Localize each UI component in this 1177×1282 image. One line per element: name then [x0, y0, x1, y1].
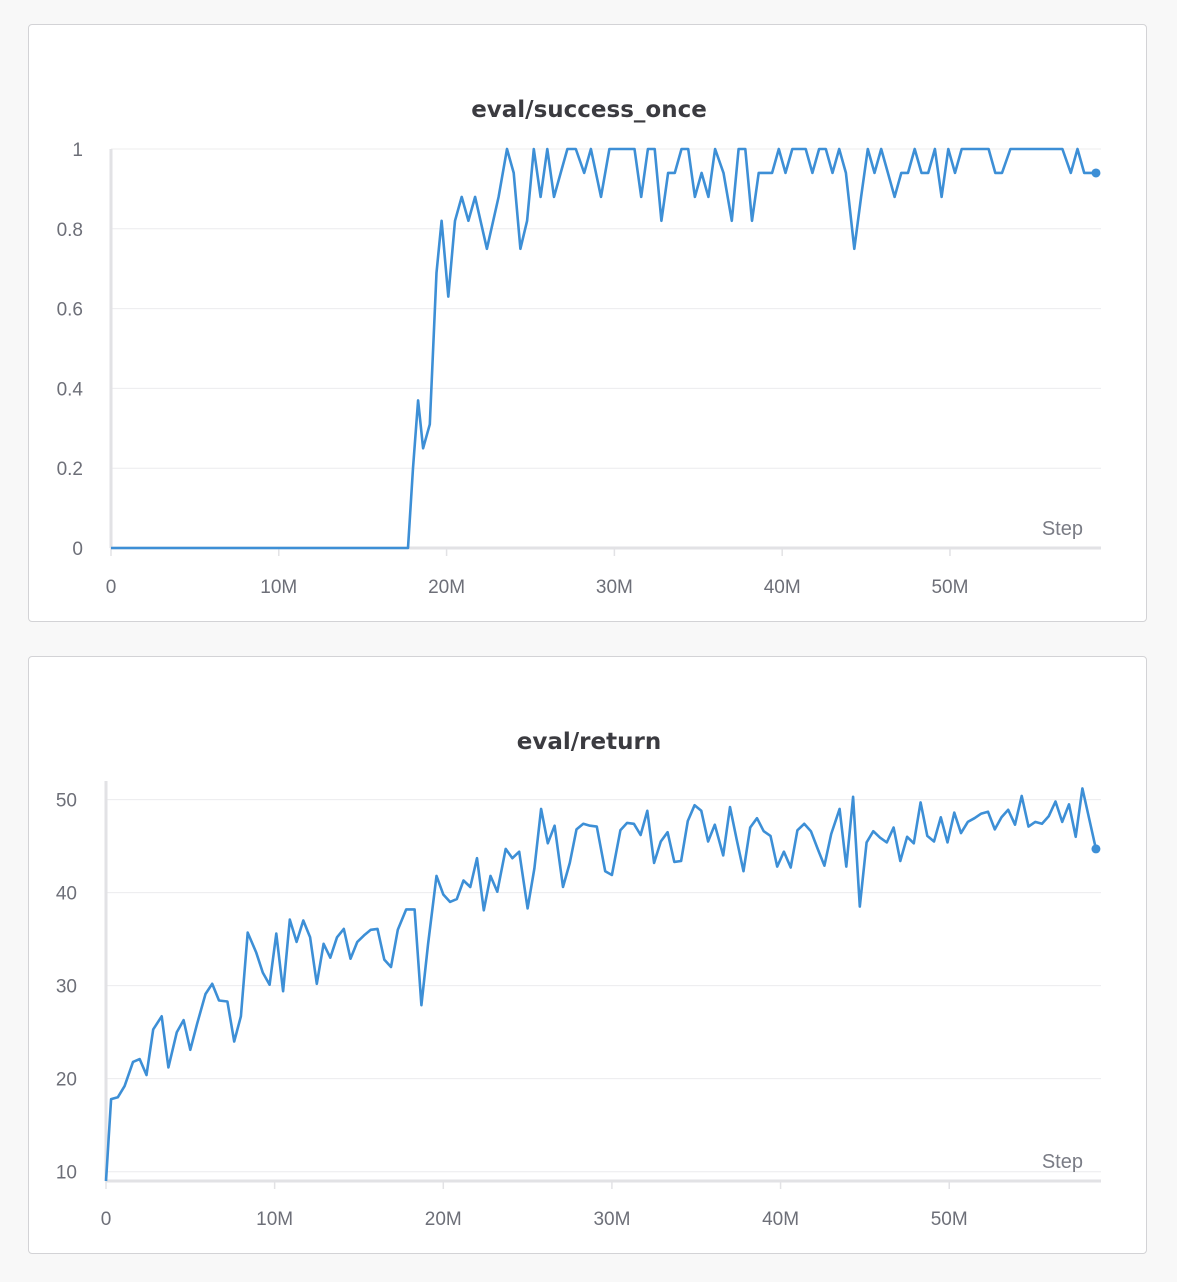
series-line	[104, 787, 1101, 1182]
y-tick-label: 0.2	[57, 459, 83, 480]
x-tick-label: 0	[101, 1209, 112, 1230]
y-tick-label: 20	[56, 1070, 77, 1091]
y-tick-label: 0	[72, 539, 83, 560]
y-tick-label: 0.6	[57, 300, 83, 321]
x-tick-labels: 0 10M 20M 30M 40M 50M	[101, 1209, 968, 1230]
grid-lines	[111, 148, 1101, 549]
series-line-path	[111, 147, 1096, 550]
x-tick-label: 40M	[762, 1209, 799, 1230]
y-tick-labels: 10 20 30 40 50	[56, 791, 77, 1184]
x-tick-label: 50M	[931, 1209, 968, 1230]
chart-panel-success-once: eval/success_once 0 0.2 0.4 0.6 0.8 1 0 10M 20M…	[28, 24, 1147, 622]
y-tick-label: 30	[56, 977, 77, 998]
chart-panel-return: eval/return 10 20 30 40 50 0 10M 20M 30M 40M 50M …	[28, 656, 1147, 1254]
y-tick-label: 10	[56, 1163, 77, 1184]
grid-lines	[106, 799, 1101, 1173]
last-point-marker	[1091, 844, 1101, 854]
last-point-marker	[1091, 168, 1101, 178]
x-tick-label: 30M	[596, 577, 633, 598]
x-tick-label: 10M	[260, 577, 297, 598]
x-tick-label: 20M	[425, 1209, 462, 1230]
y-tick-label: 1	[72, 140, 83, 161]
x-tick-label: 40M	[764, 577, 801, 598]
x-tick-label: 0	[106, 577, 117, 598]
chart-title: eval/return	[517, 729, 661, 755]
y-tick-label: 40	[56, 884, 77, 905]
series-line	[111, 147, 1101, 550]
y-tick-labels: 0 0.2 0.4 0.6 0.8 1	[57, 140, 84, 560]
x-tick-label: 50M	[931, 577, 968, 598]
x-tick-labels: 0 10M 20M 30M 40M 50M	[106, 577, 969, 598]
x-axis-label: Step	[1042, 1151, 1083, 1173]
chart-title: eval/success_once	[471, 97, 707, 123]
series-line-path	[104, 787, 1098, 1182]
y-tick-label: 0.4	[57, 379, 84, 400]
success-once-chart: eval/success_once 0 0.2 0.4 0.6 0.8 1 0 10M 20M…	[57, 97, 1101, 598]
x-tick-label: 20M	[428, 577, 465, 598]
axes	[104, 781, 1101, 1189]
x-axis-label: Step	[1042, 518, 1083, 540]
x-tick-label: 30M	[593, 1209, 630, 1230]
x-tick-label: 10M	[256, 1209, 293, 1230]
y-tick-label: 0.8	[57, 220, 83, 241]
axes	[109, 149, 1101, 556]
y-tick-label: 50	[56, 791, 77, 812]
